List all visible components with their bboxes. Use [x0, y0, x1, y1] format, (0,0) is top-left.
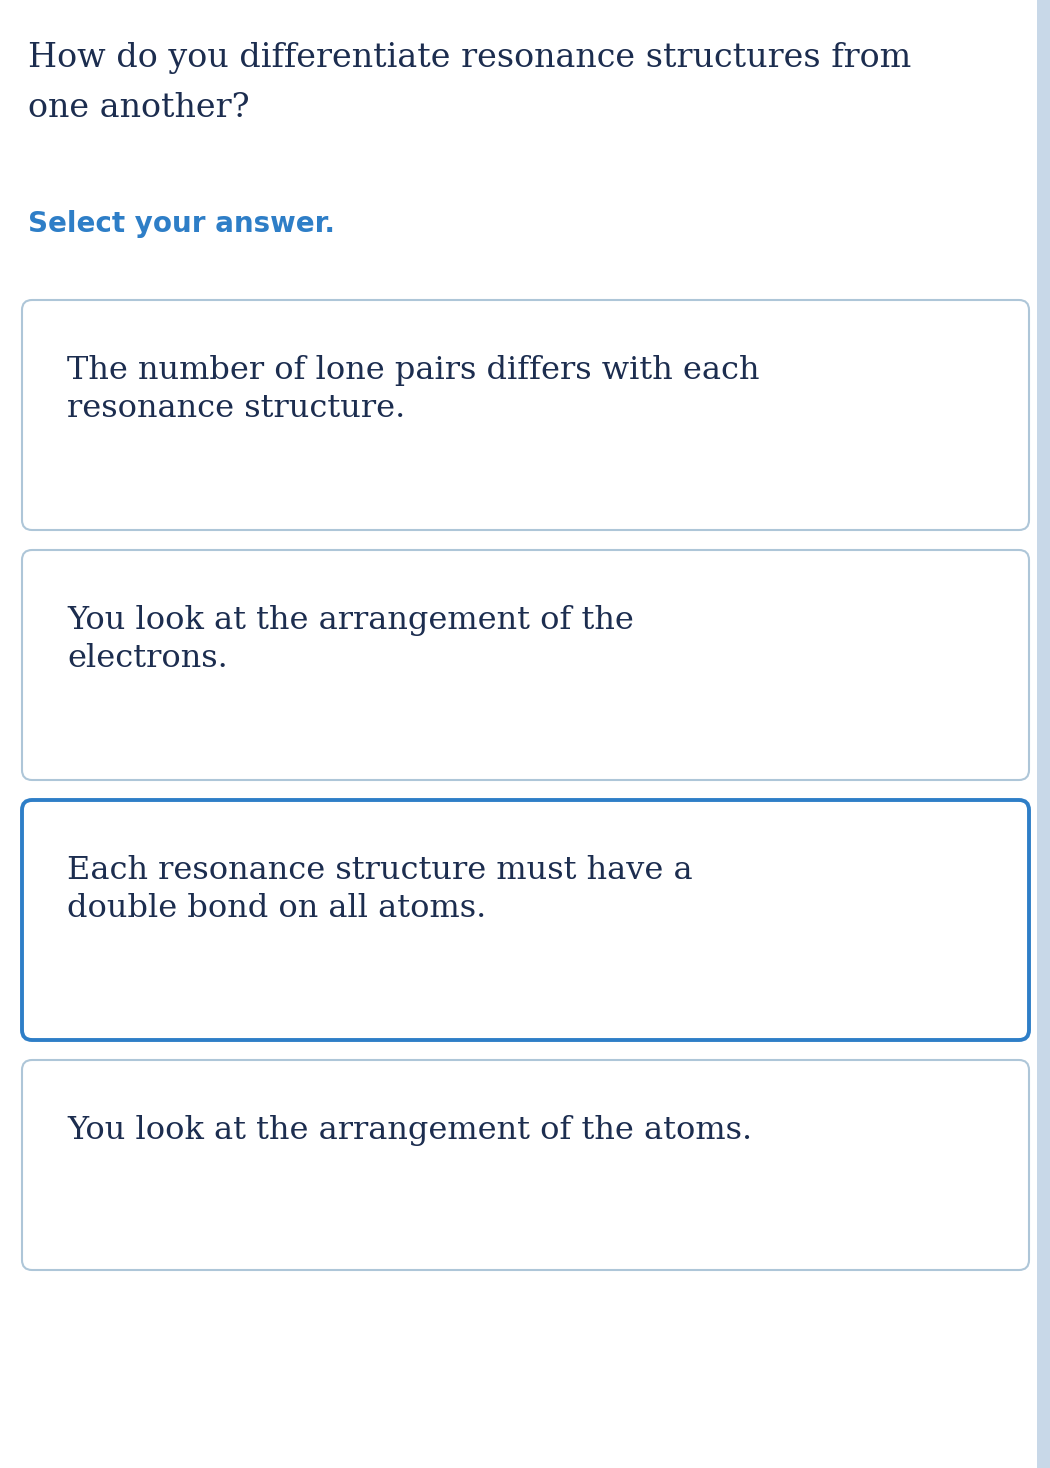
Bar: [1037, 0, 1050, 1468]
Text: double bond on all atoms.: double bond on all atoms.: [67, 893, 486, 923]
FancyBboxPatch shape: [22, 550, 1029, 780]
Text: Select your answer.: Select your answer.: [28, 210, 335, 238]
Text: You look at the arrangement of the: You look at the arrangement of the: [67, 605, 634, 636]
Text: one another?: one another?: [28, 92, 250, 123]
Text: How do you differentiate resonance structures from: How do you differentiate resonance struc…: [28, 43, 911, 73]
Text: electrons.: electrons.: [67, 643, 228, 674]
FancyBboxPatch shape: [22, 800, 1029, 1039]
Text: Each resonance structure must have a: Each resonance structure must have a: [67, 854, 693, 887]
FancyBboxPatch shape: [22, 299, 1029, 530]
FancyBboxPatch shape: [22, 1060, 1029, 1270]
Text: You look at the arrangement of the atoms.: You look at the arrangement of the atoms…: [67, 1116, 752, 1147]
Text: The number of lone pairs differs with each: The number of lone pairs differs with ea…: [67, 355, 759, 386]
Text: resonance structure.: resonance structure.: [67, 393, 405, 424]
